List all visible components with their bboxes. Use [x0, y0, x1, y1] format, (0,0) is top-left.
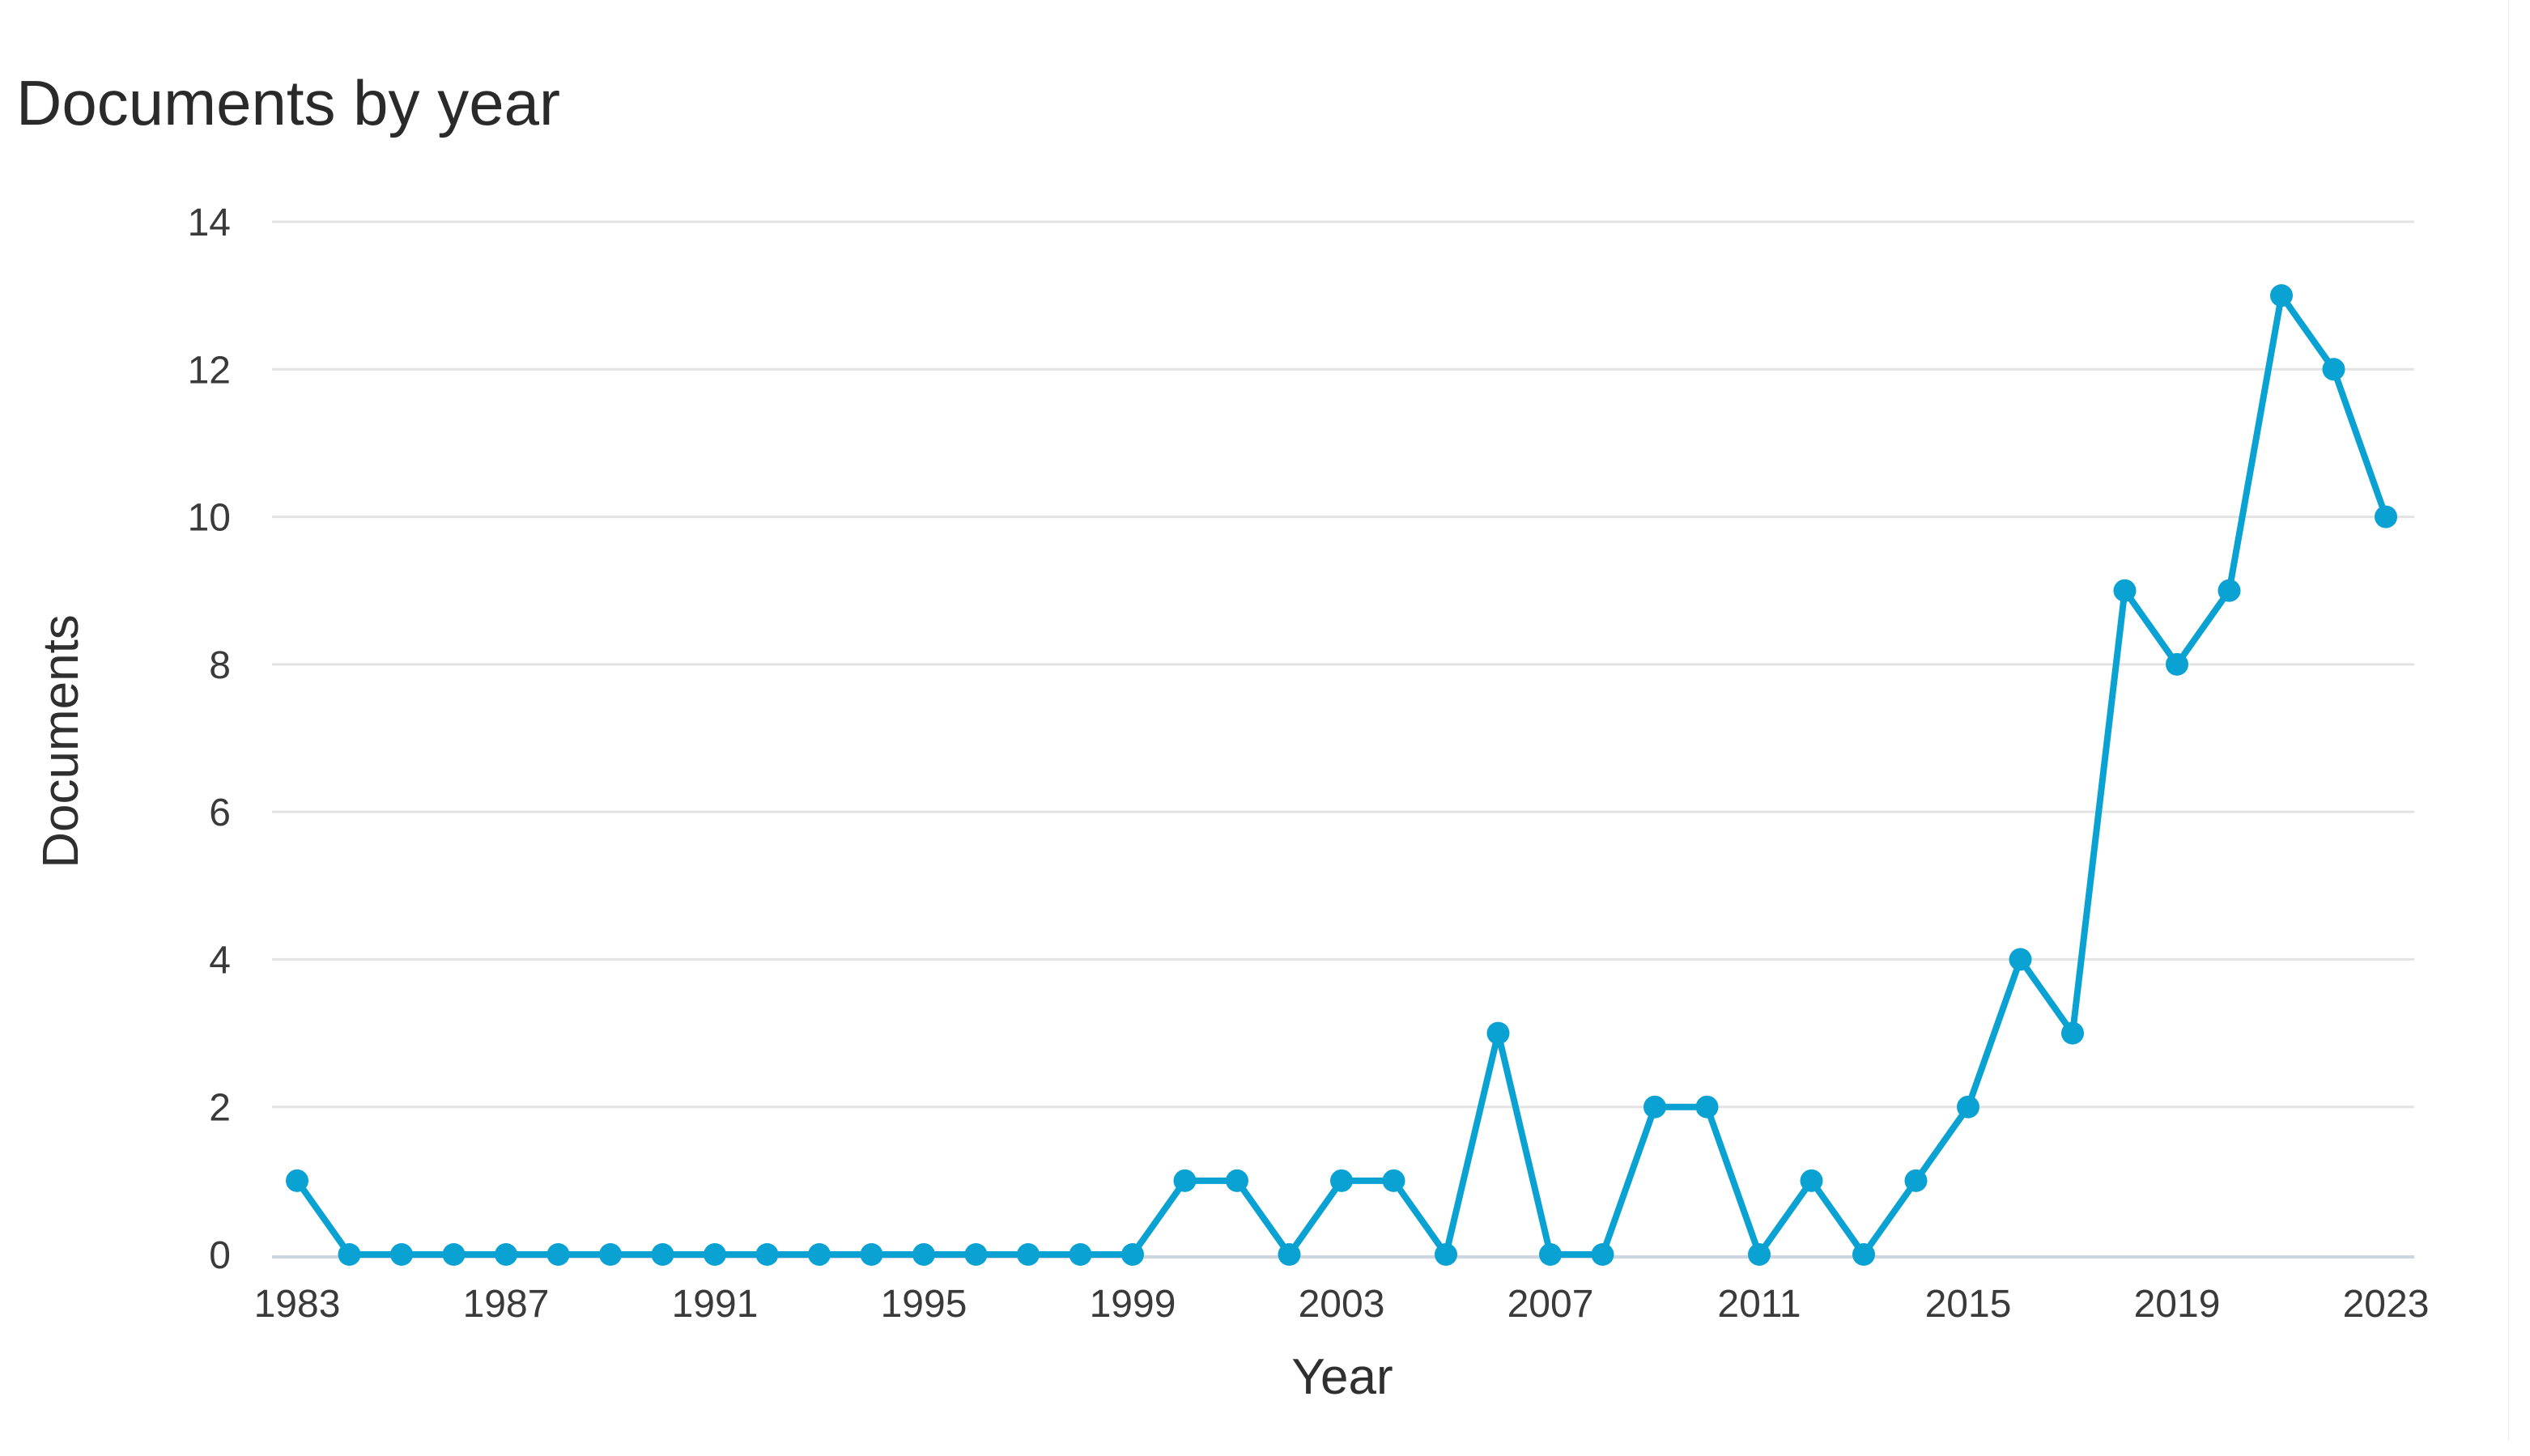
- x-tick-label: 1995: [881, 1283, 967, 1326]
- data-point[interactable]: [1591, 1243, 1614, 1266]
- data-point[interactable]: [2113, 579, 2137, 602]
- data-point[interactable]: [2375, 505, 2397, 528]
- y-tick-labels: 0 2 4 6 8 10 12 14: [188, 202, 231, 1277]
- x-tick-label: 2023: [2343, 1283, 2430, 1326]
- y-tick-label: 8: [209, 644, 231, 687]
- x-tick-label: 2011: [1717, 1283, 1801, 1326]
- data-point[interactable]: [1695, 1095, 1719, 1119]
- y-axis-title: Documents: [33, 614, 89, 868]
- data-point[interactable]: [2270, 284, 2293, 308]
- x-tick-label: 2003: [1299, 1283, 1385, 1326]
- y-tick-label: 6: [209, 792, 231, 834]
- x-tick-label: 2019: [2134, 1283, 2221, 1326]
- data-point[interactable]: [1226, 1169, 1248, 1192]
- data-point[interactable]: [2061, 1021, 2084, 1045]
- data-point[interactable]: [1173, 1169, 1197, 1192]
- x-tick-label: 2015: [1925, 1283, 2012, 1326]
- data-point[interactable]: [1800, 1169, 1823, 1192]
- data-point[interactable]: [1852, 1243, 1875, 1266]
- y-tick-label: 10: [188, 497, 231, 540]
- panel-edge: [2508, 0, 2509, 1441]
- data-point[interactable]: [1382, 1169, 1405, 1192]
- y-tick-label: 0: [209, 1234, 231, 1277]
- data-point[interactable]: [338, 1243, 361, 1266]
- series-line-layer: [294, 292, 2389, 1258]
- data-point[interactable]: [546, 1243, 570, 1266]
- x-tick-label: 1987: [463, 1283, 550, 1326]
- data-point[interactable]: [964, 1243, 988, 1266]
- data-point[interactable]: [2009, 948, 2032, 971]
- data-point[interactable]: [390, 1243, 413, 1266]
- series-points-layer: [286, 284, 2397, 1266]
- data-point[interactable]: [2217, 579, 2241, 602]
- data-point[interactable]: [1278, 1243, 1301, 1266]
- x-tick-label: 1999: [1090, 1283, 1176, 1326]
- data-point[interactable]: [704, 1243, 726, 1266]
- data-point[interactable]: [1069, 1243, 1092, 1266]
- y-tick-label: 12: [188, 349, 231, 392]
- data-point[interactable]: [1957, 1095, 1979, 1119]
- data-point[interactable]: [1748, 1243, 1771, 1266]
- data-point[interactable]: [651, 1243, 674, 1266]
- data-point[interactable]: [1486, 1021, 1510, 1045]
- data-point[interactable]: [495, 1243, 517, 1266]
- gridlines: [272, 220, 2414, 1109]
- data-point[interactable]: [1435, 1243, 1457, 1266]
- data-point[interactable]: [808, 1243, 831, 1266]
- data-point[interactable]: [286, 1169, 308, 1192]
- data-point[interactable]: [1017, 1243, 1040, 1266]
- series-line: [294, 292, 2389, 1258]
- data-point[interactable]: [755, 1243, 779, 1266]
- x-tick-label: 2007: [1507, 1283, 1594, 1326]
- x-axis-title: Year: [1291, 1349, 1393, 1405]
- data-point[interactable]: [1121, 1243, 1144, 1266]
- data-point[interactable]: [912, 1243, 935, 1266]
- x-tick-labels: 1983 1987 1991 1995 1999 2003 2007 2011 2015 2019…: [254, 1283, 2430, 1326]
- data-point[interactable]: [1904, 1169, 1928, 1192]
- data-point[interactable]: [860, 1243, 883, 1266]
- y-tick-label: 2: [209, 1087, 231, 1130]
- data-point[interactable]: [1643, 1095, 1666, 1119]
- data-point[interactable]: [599, 1243, 622, 1266]
- x-tick-label: 1991: [672, 1283, 759, 1326]
- x-tick-label: 1983: [254, 1283, 341, 1326]
- data-point[interactable]: [442, 1243, 466, 1266]
- y-tick-label: 4: [209, 939, 231, 982]
- data-point[interactable]: [2322, 358, 2345, 381]
- y-tick-label: 14: [188, 202, 231, 244]
- data-point[interactable]: [1539, 1243, 1562, 1266]
- data-point[interactable]: [1330, 1169, 1353, 1192]
- data-point[interactable]: [2166, 652, 2188, 676]
- chart-title: Documents by year: [16, 67, 560, 138]
